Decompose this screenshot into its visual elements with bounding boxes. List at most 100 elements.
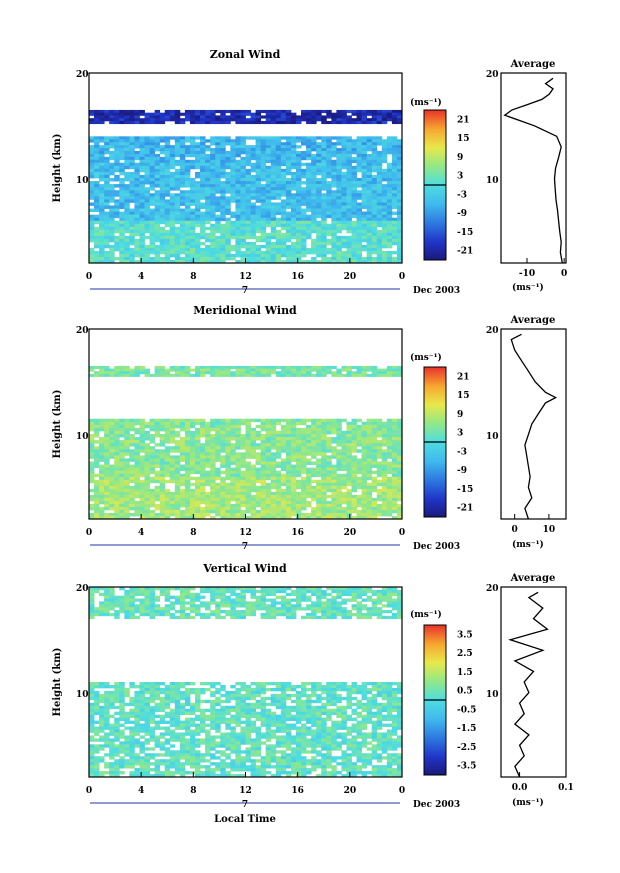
- heatmap-cell: [149, 452, 156, 456]
- heatmap-cell: [169, 174, 176, 179]
- heatmap-cell: [311, 174, 317, 179]
- heatmap-cell: [336, 229, 342, 234]
- heatmap-cell: [205, 503, 211, 508]
- heatmap-cell: [210, 473, 216, 478]
- heatmap-cell: [295, 199, 302, 203]
- heatmap-cell: [104, 461, 110, 465]
- heatmap-cell: [386, 455, 393, 459]
- heatmap-cell: [306, 153, 312, 158]
- heatmap-cell: [311, 365, 317, 369]
- heatmap-cell: [184, 494, 191, 499]
- heatmap-cell: [270, 494, 277, 499]
- heatmap-cell: [200, 595, 206, 599]
- heatmap-cell: [179, 214, 186, 219]
- heatmap-cell: [371, 142, 378, 146]
- heatmap-cell: [306, 424, 312, 429]
- heatmap-cell: [351, 214, 357, 219]
- heatmap-cell: [109, 430, 115, 435]
- heatmap-cell: [235, 434, 241, 438]
- heatmap-cell: [265, 118, 272, 122]
- heatmap-cell: [174, 512, 181, 517]
- heatmap-cell: [89, 443, 95, 447]
- heatmap-cell: [119, 491, 125, 496]
- heatmap-cell: [220, 470, 226, 475]
- heatmap-cell: [280, 187, 287, 191]
- heatmap-cell: [89, 373, 95, 377]
- heatmap-cell: [240, 220, 246, 225]
- heatmap-cell: [265, 174, 272, 179]
- heatmap-cell: [225, 159, 231, 164]
- heatmap-cell: [104, 373, 110, 377]
- heatmap-cell: [351, 142, 357, 146]
- heatmap-cell: [134, 587, 140, 591]
- heatmap-cell: [210, 259, 216, 264]
- heatmap-cell: [220, 503, 226, 508]
- colorbar-tick-label: 21: [457, 115, 470, 125]
- heatmap-cell: [396, 162, 403, 167]
- heatmap-cell: [134, 464, 140, 469]
- heatmap-cell: [195, 479, 201, 484]
- heatmap-cell: [391, 196, 398, 200]
- heatmap-cell: [169, 193, 176, 197]
- heatmap-cell: [104, 421, 110, 426]
- heatmap-cell: [280, 373, 287, 377]
- heatmap-cell: [129, 145, 135, 149]
- heatmap-cell: [235, 443, 241, 447]
- heatmap-cell: [386, 437, 393, 441]
- heatmap-cell: [351, 196, 357, 200]
- heatmap-cell: [371, 440, 378, 444]
- heatmap-cell: [225, 446, 231, 450]
- heatmap-cell: [245, 159, 251, 164]
- heatmap-cell: [280, 112, 287, 116]
- heatmap-cell: [149, 214, 156, 219]
- heatmap-cell: [164, 168, 171, 173]
- heatmap-cell: [195, 217, 201, 222]
- heatmap-cell: [235, 211, 241, 216]
- heatmap-cell: [240, 515, 246, 520]
- heatmap-cell: [295, 235, 302, 240]
- heatmap-cell: [386, 241, 393, 246]
- heatmap-cell: [376, 168, 383, 173]
- heatmap-cell: [240, 512, 246, 517]
- heatmap-cell: [189, 145, 196, 149]
- heatmap-cell: [124, 424, 130, 429]
- heatmap-cell: [371, 497, 378, 502]
- heatmap-cell: [94, 202, 100, 206]
- heatmap-cell: [280, 168, 287, 173]
- heatmap-cell: [205, 145, 211, 149]
- heatmap-cell: [391, 443, 398, 447]
- heatmap-cell: [189, 244, 196, 249]
- heatmap-cell: [220, 443, 226, 447]
- heatmap-cell: [240, 193, 246, 197]
- heatmap-cell: [356, 229, 363, 234]
- heatmap-cell: [134, 458, 140, 462]
- heatmap-cell: [179, 418, 186, 423]
- heatmap-cell: [346, 452, 352, 456]
- heatmap-cell: [210, 479, 216, 484]
- heatmap-cell: [179, 503, 186, 508]
- heatmap-cell: [351, 112, 357, 116]
- heatmap-cell: [154, 476, 161, 481]
- heatmap-cell: [144, 485, 150, 490]
- heatmap-cell: [104, 150, 110, 155]
- heatmap-cell: [336, 205, 342, 209]
- heatmap-cell: [89, 171, 95, 176]
- heatmap-cell: [316, 467, 322, 472]
- heatmap-cell: [245, 470, 251, 475]
- heatmap-cell: [265, 494, 272, 499]
- heatmap-cell: [336, 458, 342, 462]
- heatmap-cell: [149, 145, 156, 149]
- heatmap-cell: [99, 139, 105, 143]
- heatmap-cell: [89, 455, 95, 459]
- heatmap-cell: [321, 184, 327, 188]
- heatmap-cell: [159, 211, 166, 216]
- heatmap-cell: [270, 458, 277, 462]
- heatmap-cell: [195, 443, 201, 447]
- heatmap-cell: [220, 223, 226, 228]
- heatmap-cell: [321, 446, 327, 450]
- heatmap-cell: [351, 120, 357, 125]
- heatmap-cell: [356, 467, 363, 472]
- heatmap-cell: [109, 223, 115, 228]
- heatmap-cell: [381, 427, 388, 432]
- heatmap-cell: [326, 199, 332, 203]
